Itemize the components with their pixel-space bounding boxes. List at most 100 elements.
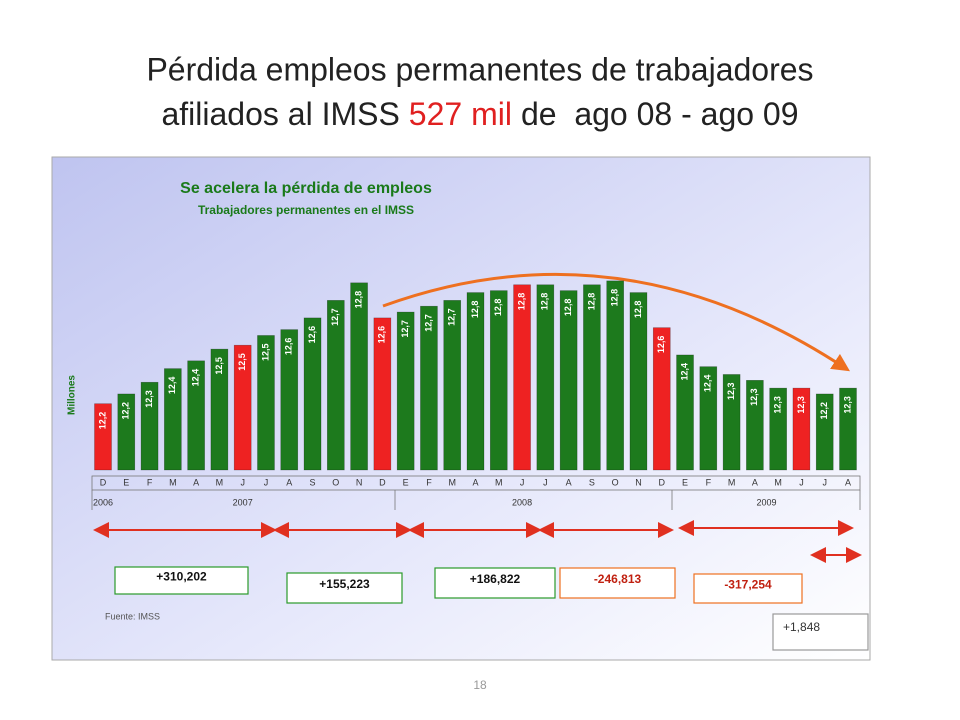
data-label: 12,7 [423, 314, 433, 332]
year-label: 2009 [757, 497, 777, 507]
bar [210, 348, 229, 471]
x-tick-label: J [822, 477, 827, 487]
bar [746, 379, 764, 471]
bar [420, 305, 438, 471]
x-tick-label: J [240, 477, 245, 487]
data-label: 12,5 [237, 353, 247, 371]
y-axis-label: Millones [67, 375, 78, 415]
data-label: 12,8 [540, 293, 550, 311]
data-label: 12,6 [377, 326, 387, 344]
interval-box [772, 613, 869, 651]
interval-arrows [93, 520, 862, 563]
x-tick-label: E [682, 477, 688, 487]
data-label: 12,8 [470, 301, 480, 319]
data-label: 12,3 [796, 396, 806, 414]
data-label: 12,8 [493, 299, 503, 317]
bar [140, 381, 159, 471]
x-tick-label: O [332, 477, 339, 487]
x-tick-label: M [774, 477, 782, 487]
data-label: 12,3 [842, 396, 852, 414]
data-label: 12,3 [773, 396, 783, 414]
title-highlight: 527 mil [409, 96, 512, 132]
data-label: 12,3 [749, 388, 759, 406]
bar [164, 368, 182, 471]
x-tick-label: A [472, 477, 478, 487]
data-label: 12,7 [447, 308, 457, 326]
interval-label: +1,848 [783, 620, 820, 634]
x-tick-label: E [403, 477, 409, 487]
bar [233, 344, 252, 471]
x-tick-label: A [286, 477, 292, 487]
data-label: 12,4 [703, 375, 713, 393]
interval-box [434, 567, 556, 599]
data-label: 12,8 [610, 289, 620, 307]
chart-title: Se acelera la pérdida de empleos [180, 180, 432, 197]
data-label: 12,4 [191, 369, 201, 387]
bar [606, 280, 624, 471]
data-label: 12,2 [121, 402, 131, 420]
bar [652, 327, 671, 471]
data-label: 12,7 [330, 308, 340, 326]
bar [466, 292, 485, 471]
title-part: de ago 08 - ago 09 [521, 96, 799, 132]
x-tick-label: D [100, 477, 107, 487]
bar [257, 335, 275, 471]
bar [280, 329, 299, 471]
slide-title: afiliados al IMSS 527 mil de ago 08 - ago … [161, 96, 798, 132]
x-tick-label: A [752, 477, 758, 487]
data-label: 12,2 [97, 412, 107, 430]
chart-subtitle: Trabajadores permanentes en el IMSS [198, 203, 414, 217]
x-tick-label: M [728, 477, 736, 487]
bar [629, 292, 648, 471]
x-tick-label: J [543, 477, 548, 487]
data-label: 12,8 [633, 301, 643, 319]
x-tick-label: F [426, 477, 432, 487]
interval-label: -246,813 [594, 572, 642, 586]
data-label: 12,5 [214, 357, 224, 375]
bar [839, 387, 857, 471]
interval-label: +186,822 [470, 572, 521, 586]
x-tick-label: J [520, 477, 525, 487]
title-part: afiliados al IMSS [161, 96, 399, 132]
data-label: 12,6 [284, 338, 294, 356]
bar [94, 403, 112, 471]
bar [676, 354, 694, 471]
year-label: 2007 [233, 497, 253, 507]
interval-box [286, 572, 403, 604]
x-tick-label: N [635, 477, 642, 487]
data-label: 12,8 [563, 299, 573, 317]
x-tick-label: D [379, 477, 386, 487]
bar [513, 284, 531, 471]
data-label: 12,5 [260, 343, 270, 361]
bar [489, 290, 508, 471]
data-label: 12,6 [656, 336, 666, 354]
x-tick-label: S [589, 477, 595, 487]
bar [722, 374, 741, 471]
year-label: 2006 [93, 497, 113, 507]
bar [443, 300, 462, 471]
bar [187, 360, 205, 471]
month-row [91, 475, 861, 491]
data-label: 12,6 [307, 326, 317, 344]
data-label: 12,8 [516, 293, 526, 311]
page-number: 18 [473, 678, 487, 692]
data-label: 12,4 [167, 377, 177, 395]
x-tick-label: A [845, 477, 851, 487]
x-tick-label: F [706, 477, 712, 487]
data-label: 12,2 [819, 402, 829, 420]
x-tick-label: N [356, 477, 363, 487]
x-tick-label: M [448, 477, 456, 487]
bar [792, 387, 811, 471]
x-tick-label: D [659, 477, 666, 487]
bar [396, 311, 415, 471]
x-tick-label: A [193, 477, 199, 487]
data-label: 12,7 [400, 320, 410, 338]
interval-box [559, 567, 676, 599]
bar [699, 366, 718, 471]
x-tick-label: F [147, 477, 153, 487]
bar [536, 284, 555, 471]
x-tick-label: A [566, 477, 572, 487]
data-label: 12,8 [353, 291, 363, 309]
interval-label: -317,254 [724, 578, 772, 592]
